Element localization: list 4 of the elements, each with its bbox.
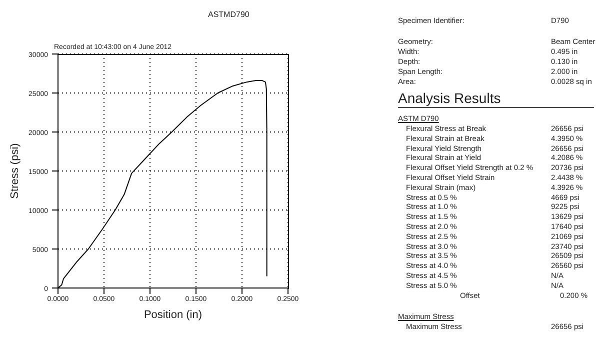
text: Analysis Results xyxy=(398,90,594,108)
y-axis-title: Stress (psi) xyxy=(8,143,21,199)
chart-title: ASTMD790 xyxy=(208,10,250,19)
x-axis-title: Position (in) xyxy=(144,309,202,321)
